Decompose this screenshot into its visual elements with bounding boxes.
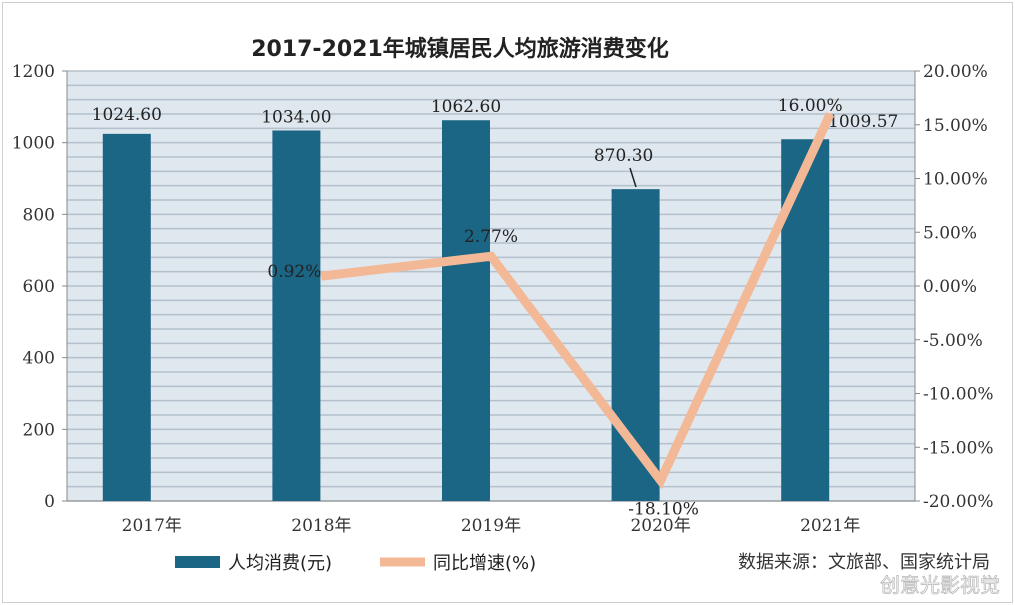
right-tick-label: 5.00% — [923, 223, 977, 243]
bar-data-label: 1034.00 — [261, 107, 331, 127]
legend-label-line: 同比增速(%) — [433, 553, 536, 574]
x-tick-label: 2021年 — [800, 516, 860, 536]
bar-data-label: 1024.60 — [92, 105, 162, 125]
right-tick-label: -20.00% — [923, 492, 994, 512]
right-tick-label: 15.00% — [923, 116, 988, 136]
bar — [272, 130, 321, 501]
left-tick-label: 1200 — [12, 62, 55, 82]
bar — [781, 139, 830, 501]
chart-title: 2017-2021年城镇居民人均旅游消费变化 — [251, 36, 669, 62]
left-tick-label: 0 — [44, 492, 55, 512]
right-tick-label: 0.00% — [923, 277, 977, 297]
left-tick-label: 200 — [23, 420, 55, 440]
right-tick-label: -5.00% — [923, 331, 983, 351]
right-tick-label: 20.00% — [923, 62, 988, 82]
line-point — [320, 275, 323, 278]
left-tick-label: 400 — [23, 349, 55, 369]
source-note: 数据来源：文旅部、国家统计局 — [738, 552, 990, 573]
x-tick-label: 2020年 — [630, 516, 690, 536]
right-tick-label: 10.00% — [923, 170, 988, 190]
right-tick-label: -10.00% — [923, 385, 994, 405]
line-series — [320, 112, 835, 490]
bar-data-label: 1062.60 — [431, 97, 501, 117]
legend-swatch-bar — [175, 556, 220, 568]
bar-data-label: 1009.57 — [828, 112, 898, 132]
bar — [442, 120, 490, 502]
bar — [102, 133, 151, 501]
x-tick-label: 2018年 — [291, 516, 351, 536]
line-point — [659, 479, 662, 482]
bar-data-label: 870.30 — [594, 146, 653, 166]
line-data-label: 2.77% — [464, 227, 518, 247]
line-data-label: 16.00% — [778, 96, 843, 116]
line-point — [490, 255, 492, 258]
left-tick-label: 600 — [23, 277, 55, 297]
x-tick-label: 2019年 — [461, 516, 521, 536]
line-data-label: -18.10% — [628, 500, 699, 520]
line-data-label: 0.92% — [267, 262, 321, 282]
label-leader-line — [629, 167, 637, 188]
right-tick-label: -15.00% — [923, 438, 994, 458]
x-tick-label: 2017年 — [122, 516, 182, 536]
left-tick-label: 1000 — [12, 134, 55, 154]
legend-label-bar: 人均消费(元) — [228, 553, 332, 574]
line-point — [829, 113, 832, 115]
left-tick-label: 800 — [23, 205, 55, 225]
watermark: 创意光影视觉 — [880, 573, 1000, 597]
